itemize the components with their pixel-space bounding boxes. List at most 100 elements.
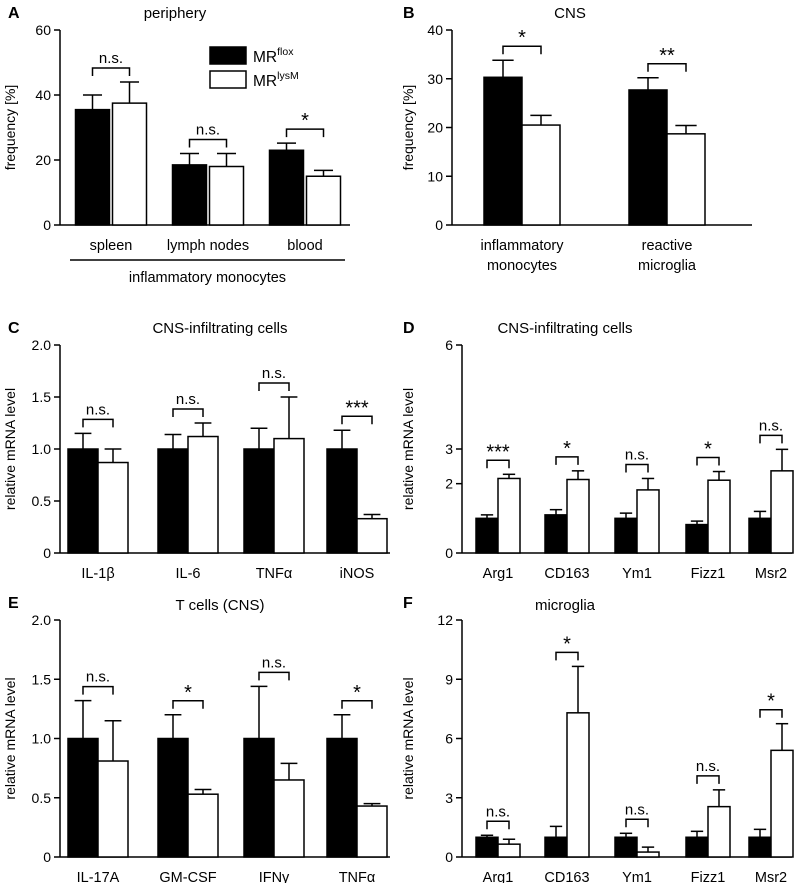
significance-bracket [285,128,325,138]
significance-label: *** [345,397,369,419]
x-tick-label: Msr2 [755,566,787,582]
significance-bracket [91,67,131,76]
panel-d: D CNS-infiltrating cells 0 2 3 6 relative mRNA… [400,320,794,582]
bar-mr-lysm [497,843,521,858]
bar-mr-lysm [305,175,342,226]
bar-mr-lysm [666,133,706,226]
significance-label: n.s. [625,801,649,818]
x-tick-label: IL-6 [176,566,201,582]
significance-label: n.s. [176,391,200,408]
significance-bracket [759,708,783,718]
x-tick-label: TNFα [339,870,376,883]
x-tick-label: Ym1 [622,870,652,883]
significance-label: * [704,439,712,461]
x-tick-label: Msr2 [755,870,787,883]
x-tick-label: IFNγ [259,870,290,883]
y-tick-label: 20 [35,152,51,168]
y-axis-label: relative mRNA level [2,677,18,799]
legend-label-main: MR [253,49,277,66]
y-tick-label: 40 [35,87,51,103]
legend-label-mr-flox: MRflox [253,46,294,66]
panel-letter: F [403,595,413,612]
bar-mr-flox [544,836,568,858]
y-tick-label: 2 [445,476,453,492]
y-tick-label: 6 [445,337,453,353]
bar-mr-flox [544,514,568,554]
bar-mr-lysm [356,517,388,554]
bar-mr-flox [483,76,523,226]
panel-e: E T cells (CNS) 0 0.5 1.0 1.5 2.0 relative mRNA… [2,595,390,883]
significance-label: * [767,691,775,713]
y-tick-label: 0 [445,545,453,561]
y-tick-label: 2.0 [32,612,52,628]
bar-mr-lysm [707,479,731,554]
y-axis-label: frequency [%] [2,85,18,171]
bar-mr-lysm [636,489,660,554]
x-tick-label: blood [287,238,322,254]
bar-mr-lysm [111,102,148,226]
panel-letter: E [8,595,19,612]
bar-mr-lysm [566,712,590,858]
x-tick-label: lymph nodes [167,238,249,254]
bar-mr-lysm [356,805,388,858]
y-tick-label: 0 [43,849,51,865]
legend-label-sup: lysM [277,70,299,82]
y-tick-label: 3 [445,441,453,457]
y-tick-label: 3 [445,790,453,806]
significance-label: * [301,110,309,132]
significance-bracket [486,459,510,469]
y-tick-label: 0 [445,849,453,865]
significance-bracket [82,418,114,428]
y-tick-label: 0 [43,217,51,233]
y-tick-label: 12 [437,612,453,628]
x-tick-label: reactive [642,238,693,254]
bar-mr-flox [67,737,99,858]
significance-bracket [696,775,720,784]
y-axis-label: relative mRNA level [400,677,416,799]
panel-title: CNS-infiltrating cells [497,320,632,337]
panel-letter: C [8,320,20,337]
x-tick-label: IL-17A [77,870,120,883]
significance-label: n.s. [99,50,123,67]
x-tick-label: Fizz1 [691,566,726,582]
significance-label: n.s. [262,365,286,382]
significance-bracket [555,456,579,465]
bar-mr-lysm [187,793,219,858]
x-tick-label: Ym1 [622,566,652,582]
significance-label: n.s. [86,401,110,418]
panel-b: B CNS 0 10 20 30 40 frequency [%] * inflammatory m… [400,5,752,274]
panel-title: periphery [144,5,207,22]
bar-mr-flox [268,149,305,226]
y-axis-label: relative mRNA level [2,388,18,510]
panel-letter: D [403,320,415,337]
bar-mr-flox [243,737,275,858]
significance-bracket [759,434,783,444]
y-tick-label: 1.0 [32,731,52,747]
bar-mr-lysm [273,779,305,858]
bar-mr-flox [74,108,111,226]
significance-label: * [563,633,571,655]
bar-mr-lysm [97,760,129,858]
legend-label-sup: flox [277,46,294,58]
panel-title: T cells (CNS) [176,597,265,614]
significance-label: * [184,682,192,704]
panel-c: C CNS-infiltrating cells 0 0.5 1.0 1.5 2.0 rela… [2,320,390,582]
y-tick-label: 1.5 [32,389,52,405]
bar-mr-flox [67,448,99,554]
bar-mr-lysm [521,124,561,226]
significance-label: n.s. [86,669,110,686]
significance-bracket [555,651,579,661]
bar-mr-flox [748,517,772,554]
x-tick-label: iNOS [340,566,375,582]
panel-title: CNS-infiltrating cells [152,320,287,337]
x-tick-label: Fizz1 [691,870,726,883]
significance-label: n.s. [486,803,510,820]
significance-bracket [341,700,373,709]
y-tick-label: 1.0 [32,441,52,457]
bar-mr-lysm [707,805,731,858]
bar-mr-lysm [273,437,305,554]
y-tick-label: 10 [427,168,443,184]
